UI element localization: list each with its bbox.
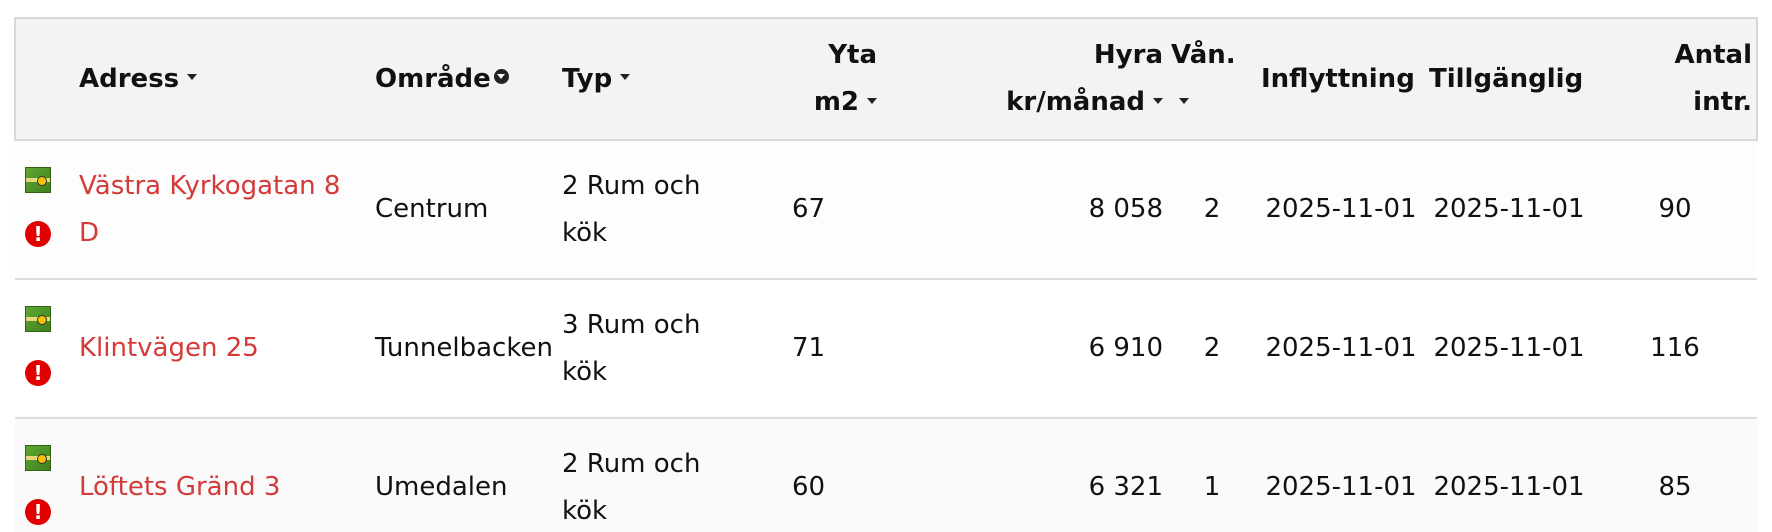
header-interest-label-2: intr. — [1693, 87, 1752, 117]
table-row[interactable]: ! Löftets Gränd 3 Umedalen 2 Rum och kök… — [15, 417, 1757, 532]
header-rent-label-1: Hyra — [1093, 40, 1163, 70]
row-icons: ! — [15, 278, 75, 418]
cell-floor: 2 — [1167, 278, 1257, 418]
header-move-in-label: Inflyttning — [1261, 63, 1415, 94]
cell-floor: 1 — [1167, 417, 1257, 532]
sort-active-icon[interactable] — [493, 68, 509, 84]
address-link[interactable]: Klintvägen 25 — [79, 333, 259, 363]
cell-size: 71 — [736, 278, 881, 418]
header-size-label-1: Yta — [828, 40, 877, 70]
row-icons: ! — [15, 417, 75, 532]
sort-caret-icon[interactable] — [1153, 97, 1163, 104]
cell-area: Tunnelbacken — [371, 278, 558, 418]
header-area[interactable]: Område — [371, 17, 558, 141]
header-interest[interactable]: Antal intr. — [1593, 17, 1758, 141]
header-available-label: Tillgänglig — [1429, 63, 1584, 94]
header-size[interactable]: Yta m2 — [736, 17, 881, 141]
cell-address: Löftets Gränd 3 — [75, 417, 371, 532]
header-address-label: Adress — [79, 63, 180, 94]
cell-interest: 116 — [1593, 278, 1757, 418]
header-address[interactable]: Adress — [75, 17, 371, 141]
table-row[interactable]: ! Västra Kyrkogatan 8 D Centrum 2 Rum oc… — [15, 140, 1757, 279]
cell-type: 2 Rum och kök — [562, 170, 701, 248]
header-row: Adress Område Typ Yta m2 Hyra kr/månad V — [14, 17, 1758, 141]
header-rent[interactable]: Hyra kr/månad — [881, 17, 1167, 141]
cell-floor: 2 — [1203, 194, 1221, 224]
apartment-table: Adress Område Typ Yta m2 Hyra kr/månad V — [14, 17, 1758, 532]
address-link[interactable]: Löftets Gränd 3 — [79, 472, 281, 502]
cell-type: 3 Rum och kök — [558, 278, 736, 418]
table-body: ! Västra Kyrkogatan 8 D Centrum 2 Rum oc… — [15, 140, 1757, 532]
cell-rent: 8 058 — [1088, 194, 1163, 224]
cell-move-in: 2025-11-01 — [1257, 278, 1425, 418]
cell-interest: 90 — [1658, 194, 1692, 224]
cell-address: Klintvägen 25 — [75, 278, 371, 418]
header-type-label: Typ — [562, 63, 613, 94]
info-icon[interactable]: ! — [25, 221, 51, 247]
cell-type: 2 Rum och kök — [558, 417, 736, 532]
table-row[interactable]: ! Klintvägen 25 Tunnelbacken 3 Rum och k… — [15, 278, 1757, 418]
cell-rent: 6 321 — [881, 417, 1167, 532]
header-icons — [14, 17, 75, 141]
cell-area: Centrum — [375, 194, 489, 224]
sort-caret-icon[interactable] — [620, 74, 631, 80]
header-floor[interactable]: Vån. — [1167, 17, 1257, 141]
header-type[interactable]: Typ — [558, 17, 736, 141]
address-link[interactable]: Västra Kyrkogatan 8 D — [79, 170, 341, 248]
map-icon[interactable] — [25, 167, 51, 193]
cell-interest: 85 — [1593, 417, 1757, 532]
row-icons: ! — [15, 140, 75, 279]
info-icon[interactable]: ! — [25, 360, 51, 386]
cell-address: Västra Kyrkogatan 8 D — [75, 140, 371, 279]
cell-rent: 6 910 — [881, 278, 1167, 418]
cell-move-in: 2025-11-01 — [1257, 417, 1425, 532]
header-size-label-2: m2 — [813, 87, 859, 117]
sort-caret-icon[interactable] — [187, 74, 198, 80]
header-area-label: Område — [375, 63, 491, 94]
info-icon[interactable]: ! — [25, 499, 51, 525]
cell-move-in: 2025-11-01 — [1265, 194, 1417, 224]
cell-area: Umedalen — [371, 417, 558, 532]
table-header: Adress Område Typ Yta m2 Hyra kr/månad V — [14, 17, 1758, 141]
header-available[interactable]: Tillgänglig — [1425, 17, 1593, 141]
sort-caret-icon[interactable] — [867, 97, 877, 104]
map-icon[interactable] — [25, 445, 51, 471]
header-rent-label-2: kr/månad — [1006, 87, 1145, 117]
header-floor-label: Vån. — [1171, 40, 1236, 70]
header-interest-label-1: Antal — [1674, 40, 1752, 70]
sort-caret-icon[interactable] — [1179, 97, 1189, 104]
cell-size: 67 — [791, 194, 826, 224]
cell-available: 2025-11-01 — [1433, 194, 1585, 224]
header-move-in[interactable]: Inflyttning — [1257, 17, 1425, 141]
cell-size: 60 — [736, 417, 881, 532]
map-icon[interactable] — [25, 306, 51, 332]
cell-available: 2025-11-01 — [1425, 278, 1593, 418]
cell-available: 2025-11-01 — [1425, 417, 1593, 532]
